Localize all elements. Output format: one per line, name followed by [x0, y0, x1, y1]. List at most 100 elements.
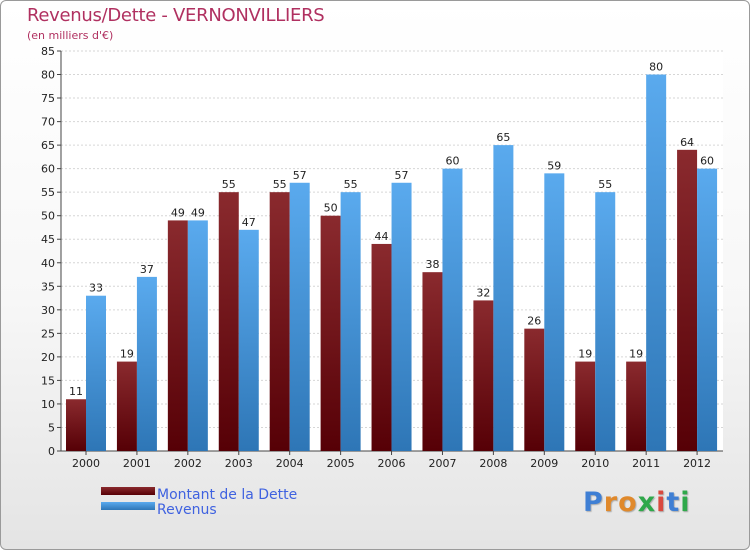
bar-revenus-2007 [442, 168, 463, 451]
y-tick-label: 80 [41, 69, 55, 82]
y-tick-label: 30 [41, 304, 55, 317]
axis-layer: 0 5 10 15 20 25 30 35 40 45 50 55 60 65 70 75 80 85 2000 20… [41, 45, 723, 470]
y-tick-label: 0 [48, 445, 55, 458]
y-tick-label: 85 [41, 45, 55, 58]
data-label-revenus-2008: 65 [496, 131, 510, 144]
logo-letter: i [680, 487, 691, 518]
data-label-dette-2005: 50 [324, 202, 338, 215]
y-tick-label: 75 [41, 92, 55, 105]
y-tick-label: 70 [41, 116, 55, 129]
bar-dette-2007 [422, 272, 443, 451]
y-tick-label: 65 [41, 139, 55, 152]
y-tick-label: 50 [41, 210, 55, 223]
y-tick-label: 15 [41, 374, 55, 387]
data-label-revenus-2004: 57 [293, 169, 307, 182]
data-label-revenus-2001: 37 [140, 263, 154, 276]
y-tick-label: 40 [41, 257, 55, 270]
chart-subtitle: (en milliers d'€) [27, 29, 114, 42]
data-label-dette-2008: 32 [476, 286, 490, 299]
y-tick-label: 20 [41, 351, 55, 364]
x-tick-label-2012: 2012 [683, 457, 711, 470]
logo-letter: P [583, 487, 604, 518]
bar-dette-2004 [269, 192, 290, 452]
logo-letter: i [656, 487, 667, 518]
y-tick-label: 55 [41, 186, 55, 199]
data-label-revenus-2003: 47 [242, 216, 256, 229]
logo-letter: x [637, 487, 657, 518]
data-label-revenus-2009: 59 [547, 159, 561, 172]
x-tick-label-2003: 2003 [225, 457, 253, 470]
bar-revenus-2006 [391, 182, 412, 451]
data-label-dette-2011: 19 [629, 348, 643, 361]
bar-dette-2002 [167, 220, 188, 451]
legend-swatch-dette [101, 487, 155, 495]
bar-dette-2006 [371, 243, 392, 451]
logo-letter: r [603, 487, 619, 518]
data-label-dette-2007: 38 [425, 258, 439, 271]
data-label-dette-2001: 19 [120, 348, 134, 361]
bar-dette-2001 [116, 361, 137, 451]
bar-revenus-2000 [86, 295, 106, 451]
logo-letter: o [618, 487, 638, 518]
data-label-revenus-2005: 55 [344, 178, 358, 191]
bar-revenus-2009 [544, 173, 565, 451]
bar-dette-2003 [218, 192, 239, 452]
chart-title: Revenus/Dette - VERNONVILLIERS [27, 5, 325, 26]
data-label-dette-2006: 44 [375, 230, 389, 243]
data-label-dette-2000: 11 [69, 385, 83, 398]
data-label-revenus-2011: 80 [649, 61, 663, 74]
bar-dette-2009 [524, 328, 545, 451]
data-label-revenus-2012: 60 [700, 155, 714, 168]
bar-revenus-2001 [136, 276, 157, 451]
y-tick-label: 35 [41, 280, 55, 293]
proxiti-logo: Proxiti [583, 487, 691, 518]
y-tick-label: 60 [41, 163, 55, 176]
bar-dette-2008 [473, 300, 494, 451]
data-label-dette-2009: 26 [527, 315, 541, 328]
bar-dette-2012 [677, 149, 698, 451]
data-label-revenus-2010: 55 [598, 178, 612, 191]
data-label-dette-2003: 55 [222, 178, 236, 191]
legend-swatch-revenus [101, 502, 155, 510]
y-tick-label: 25 [41, 327, 55, 340]
y-tick-label: 5 [48, 421, 55, 434]
bar-dette-2011 [626, 361, 647, 451]
bar-dette-2005 [320, 215, 341, 451]
bar-layer [66, 74, 718, 452]
data-label-dette-2004: 55 [273, 178, 287, 191]
x-tick-label-2005: 2005 [327, 457, 355, 470]
bar-dette-2010 [575, 361, 596, 451]
data-label-revenus-2000: 33 [89, 282, 103, 295]
x-tick-label-2009: 2009 [530, 457, 558, 470]
bar-revenus-2012 [697, 168, 718, 451]
bar-revenus-2004 [289, 182, 310, 451]
x-tick-label-2010: 2010 [581, 457, 609, 470]
y-tick-label: 10 [41, 398, 55, 411]
x-tick-label-2007: 2007 [428, 457, 456, 470]
data-label-dette-2010: 19 [578, 348, 592, 361]
x-tick-label-2004: 2004 [276, 457, 304, 470]
data-label-dette-2002: 49 [171, 206, 185, 219]
bar-revenus-2008 [493, 145, 514, 451]
legend-label-revenus: Revenus [157, 502, 217, 518]
x-tick-label-2011: 2011 [632, 457, 660, 470]
x-tick-label-2000: 2000 [72, 457, 100, 470]
data-label-dette-2012: 64 [680, 136, 694, 149]
x-tick-label-2001: 2001 [123, 457, 151, 470]
bar-revenus-2011 [646, 74, 667, 451]
x-tick-label-2002: 2002 [174, 457, 202, 470]
bar-revenus-2002 [187, 220, 208, 451]
x-tick-label-2006: 2006 [378, 457, 406, 470]
legend-label-dette: Montant de la Dette [157, 487, 298, 503]
data-label-revenus-2002: 49 [191, 206, 205, 219]
data-label-revenus-2006: 57 [395, 169, 409, 182]
y-tick-label: 45 [41, 233, 55, 246]
bar-revenus-2010 [595, 192, 616, 452]
bar-revenus-2005 [340, 192, 361, 452]
data-label-revenus-2007: 60 [445, 155, 459, 168]
logo-letter: t [666, 487, 681, 518]
label-layer: 11 33 19 37 49 49 55 47 55 57 50 55 44 57 38 60 32 65 26 59… [69, 61, 714, 399]
x-tick-label-2008: 2008 [479, 457, 507, 470]
